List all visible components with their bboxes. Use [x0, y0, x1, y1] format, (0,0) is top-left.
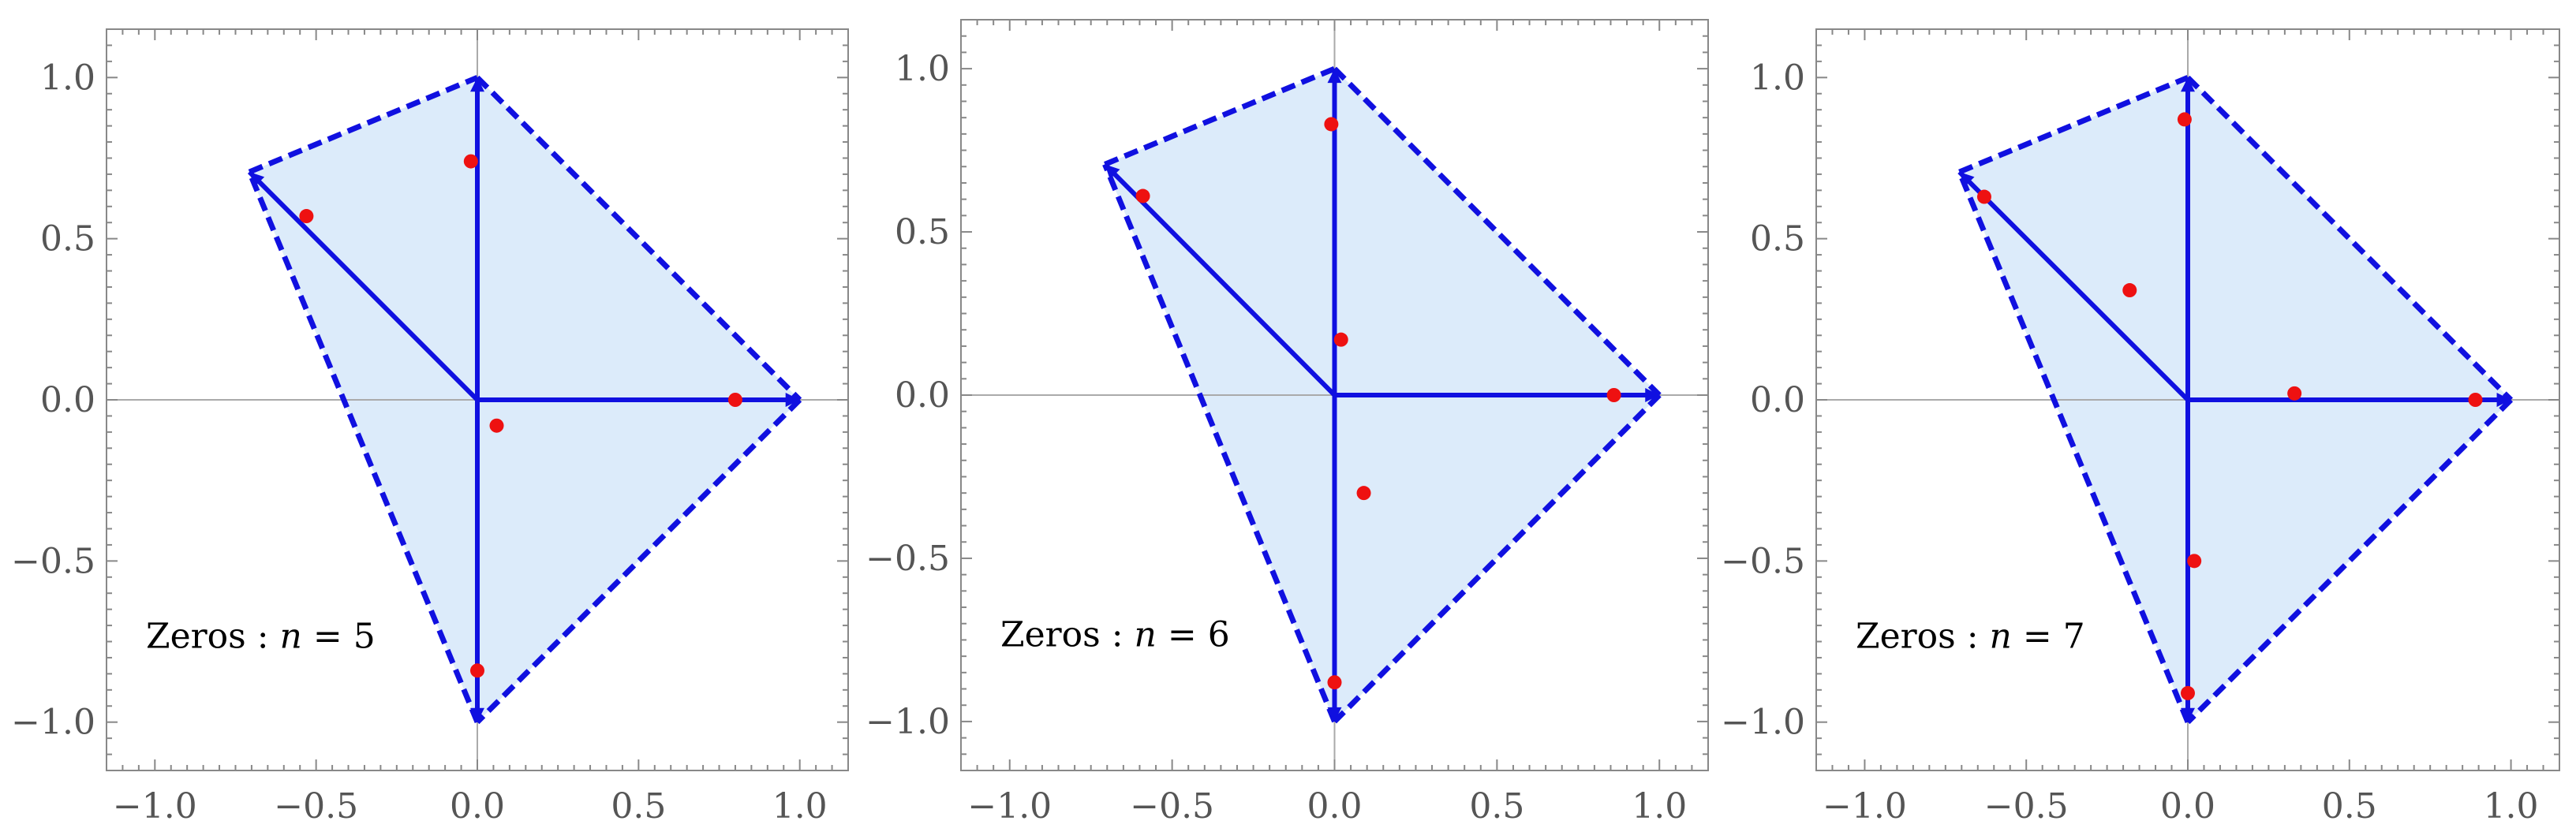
y-tick-label: −0.5 — [866, 539, 950, 579]
x-tick-label: 1.0 — [1632, 786, 1687, 826]
hull-edge — [1333, 393, 1662, 724]
x-tick-label: 0.0 — [2160, 786, 2215, 826]
x-tick-label: −0.5 — [274, 786, 358, 826]
hull-edge — [2185, 75, 2514, 402]
ray-arrowhead — [1645, 388, 1660, 402]
hull-edge — [246, 170, 480, 724]
zero-point — [1333, 332, 1348, 347]
ray-arrowhead — [1105, 164, 1120, 180]
zero-point — [470, 663, 484, 678]
ray-arrowhead — [249, 172, 265, 188]
zeros-annotation: Zeros : n = 6 — [1000, 615, 1230, 655]
y-tick-label: −0.5 — [1721, 541, 1805, 581]
hull-edge — [475, 397, 802, 725]
y-tick-label: −0.5 — [11, 541, 95, 581]
hull-edge — [1102, 163, 1337, 723]
zero-point — [1324, 117, 1339, 132]
ray-arrowhead — [1327, 707, 1342, 722]
zero-point — [2287, 386, 2302, 401]
zero-point — [2181, 685, 2195, 700]
x-tick-label: −1.0 — [967, 786, 1052, 826]
x-tick-label: −1.0 — [113, 786, 197, 826]
ray-arrowhead — [1327, 69, 1342, 84]
zero-point — [1356, 486, 1371, 501]
y-tick-label: 0.0 — [895, 375, 950, 416]
y-tick-label: 0.0 — [1750, 380, 1805, 420]
x-tick-label: 0.0 — [450, 786, 505, 826]
y-tick-label: 0.5 — [1750, 219, 1805, 259]
zero-point — [2187, 554, 2202, 569]
zero-point — [1606, 388, 1621, 402]
hull-edge — [1957, 170, 2191, 724]
x-tick-label: 1.0 — [2484, 786, 2539, 826]
hull-edge — [248, 75, 479, 175]
x-tick-label: 0.0 — [1307, 786, 1363, 826]
y-tick-label: 1.0 — [895, 49, 950, 89]
y-tick-label: −1.0 — [866, 702, 950, 742]
x-tick-label: −1.0 — [1823, 786, 1907, 826]
panel-1: −1.0 −0.5 0.0 0.5 1.0 −1.0 −0.5 0.0 0.5 1.0 Zeros … — [11, 28, 849, 826]
zero-point — [727, 393, 742, 407]
hull-edge — [2185, 397, 2514, 725]
zero-point — [1327, 675, 1342, 690]
x-tick-label: 1.0 — [772, 786, 828, 826]
hull-edge — [475, 75, 802, 402]
y-tick-label: 1.0 — [1750, 58, 1805, 98]
ray-arrowhead — [470, 707, 484, 722]
ray-arrowhead — [785, 393, 800, 407]
y-tick-label: −1.0 — [11, 703, 95, 743]
zero-point — [463, 154, 478, 169]
zeros-annotation: Zeros : n = 7 — [1856, 617, 2085, 657]
y-tick-label: −1.0 — [1721, 703, 1805, 743]
zero-point — [1135, 188, 1150, 203]
zero-point — [489, 418, 504, 433]
ray — [247, 170, 480, 402]
zero-point — [299, 209, 314, 224]
x-tick-label: 0.5 — [611, 786, 666, 826]
ray-arrowhead — [470, 77, 484, 92]
panel-3: −1.0 −0.5 0.0 0.5 1.0 −1.0 −0.5 0.0 0.5 1.0 Zeros … — [1721, 28, 2560, 826]
ray-arrowhead — [2496, 393, 2511, 407]
zero-point — [1976, 189, 1991, 204]
y-tick-label: 0.0 — [40, 380, 95, 420]
x-tick-label: 0.5 — [2322, 786, 2377, 826]
x-tick-label: 0.5 — [1469, 786, 1524, 826]
hull-edge — [1333, 66, 1662, 397]
y-tick-label: 1.0 — [40, 58, 95, 98]
zeros-annotation: Zeros : n = 5 — [146, 617, 376, 657]
y-tick-label: 0.5 — [40, 219, 95, 259]
y-tick-label: 0.5 — [895, 212, 950, 252]
x-tick-label: −0.5 — [1130, 786, 1214, 826]
zero-point — [2122, 283, 2137, 298]
zero-point — [2468, 393, 2483, 407]
ray-arrowhead — [1959, 172, 1975, 188]
ray-arrowhead — [2181, 707, 2195, 722]
zero-point — [2177, 112, 2192, 127]
x-tick-label: −0.5 — [1984, 786, 2069, 826]
ray-arrowhead — [2181, 77, 2195, 92]
panel-2: −1.0 −0.5 0.0 0.5 1.0 −1.0 −0.5 0.0 0.5 1.0 Zeros … — [866, 19, 1709, 826]
ray — [1957, 170, 2190, 402]
